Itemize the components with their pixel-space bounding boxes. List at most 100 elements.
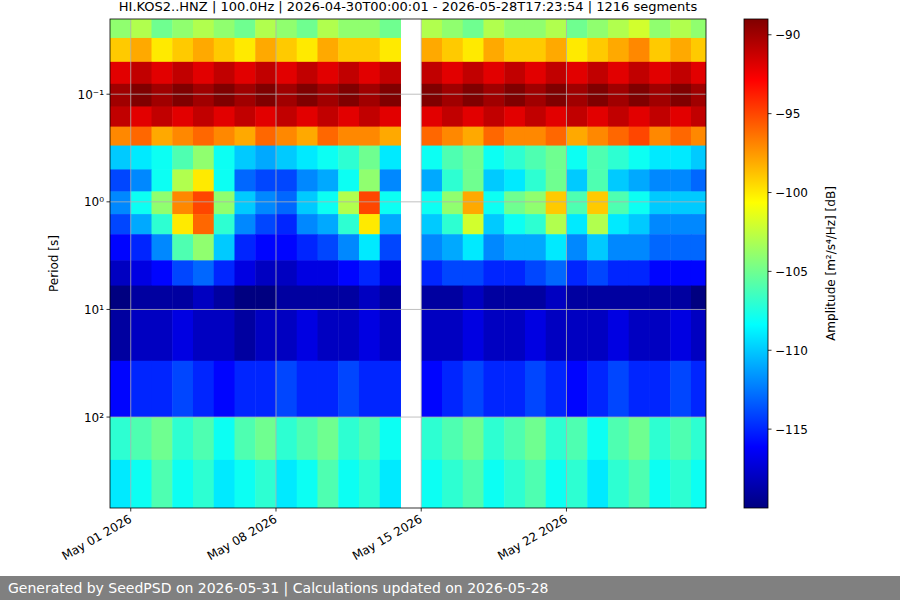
cell: [234, 38, 255, 62]
cell: [587, 417, 608, 460]
cell: [421, 309, 442, 361]
cell: [317, 309, 338, 361]
cell: [338, 19, 359, 38]
cell: [525, 214, 546, 235]
cell: [359, 127, 380, 146]
cell: [380, 286, 401, 310]
cell: [546, 106, 567, 127]
cell: [629, 127, 650, 146]
x-tick-label: May 01 2026: [59, 512, 134, 563]
cell: [276, 127, 297, 146]
cell: [338, 146, 359, 170]
cell: [483, 19, 504, 38]
cell: [255, 361, 276, 418]
cell: [649, 146, 670, 170]
cell: [234, 309, 255, 361]
cell: [317, 214, 338, 235]
cell: [151, 234, 172, 261]
y-tick-label: 10⁻¹: [78, 88, 105, 102]
cell: [670, 19, 691, 38]
cell: [172, 62, 193, 84]
cell: [131, 169, 152, 191]
cell: [255, 127, 276, 146]
cell: [276, 361, 297, 418]
y-tick-label: 10¹: [84, 303, 104, 317]
cell: [421, 260, 442, 286]
cell: [442, 309, 463, 361]
cell: [234, 260, 255, 286]
y-tick: [107, 417, 111, 418]
cell: [546, 417, 567, 460]
cell: [463, 62, 484, 84]
cell: [131, 260, 152, 286]
cell: [649, 417, 670, 460]
cell: [151, 19, 172, 38]
cell: [297, 286, 318, 310]
cell: [670, 260, 691, 286]
cell: [338, 417, 359, 460]
cell: [297, 19, 318, 38]
cell: [172, 169, 193, 191]
cell: [131, 234, 152, 261]
cell: [525, 260, 546, 286]
cell: [110, 260, 131, 286]
cell: [234, 460, 255, 508]
cell: [442, 260, 463, 286]
cell: [629, 260, 650, 286]
cell: [214, 146, 235, 170]
cell: [214, 84, 235, 107]
grid-line: [421, 19, 422, 508]
cell: [151, 309, 172, 361]
cell: [317, 146, 338, 170]
cell: [317, 417, 338, 460]
cell: [608, 84, 629, 107]
cell: [214, 127, 235, 146]
cell: [297, 260, 318, 286]
cell: [442, 417, 463, 460]
cell: [172, 19, 193, 38]
cell: [297, 417, 318, 460]
cell: [649, 169, 670, 191]
cell: [566, 361, 587, 418]
cell: [131, 361, 152, 418]
y-tick: [107, 309, 111, 310]
footer: Generated by SeedPSD on 2026-05-31 | Cal…: [8, 580, 549, 597]
cell: [172, 214, 193, 235]
cell: [504, 234, 525, 261]
cell: [297, 214, 318, 235]
cell: [359, 191, 380, 214]
cell: [608, 127, 629, 146]
cell: [297, 361, 318, 418]
cell: [380, 19, 401, 38]
cell: [546, 286, 567, 310]
cell: [546, 361, 567, 418]
cell: [193, 214, 214, 235]
colorbar-tick: [768, 271, 772, 272]
cell: [255, 286, 276, 310]
cell: [131, 62, 152, 84]
cell: [131, 286, 152, 310]
cell: [587, 38, 608, 62]
cell: [566, 460, 587, 508]
cell: [421, 169, 442, 191]
cell: [193, 460, 214, 508]
cell: [691, 417, 706, 460]
cell: [131, 146, 152, 170]
y-axis-title: Period [s]: [47, 235, 61, 292]
colorbar-tick-label: −110: [775, 344, 808, 358]
cell: [193, 84, 214, 107]
cell: [463, 106, 484, 127]
cell: [276, 460, 297, 508]
cell: [297, 191, 318, 214]
cell: [172, 460, 193, 508]
cell: [442, 38, 463, 62]
cell: [255, 309, 276, 361]
cell: [338, 234, 359, 261]
cell: [587, 62, 608, 84]
cell: [214, 361, 235, 418]
cell: [691, 106, 706, 127]
cell: [649, 62, 670, 84]
cell: [691, 127, 706, 146]
cell: [525, 234, 546, 261]
cell: [587, 146, 608, 170]
